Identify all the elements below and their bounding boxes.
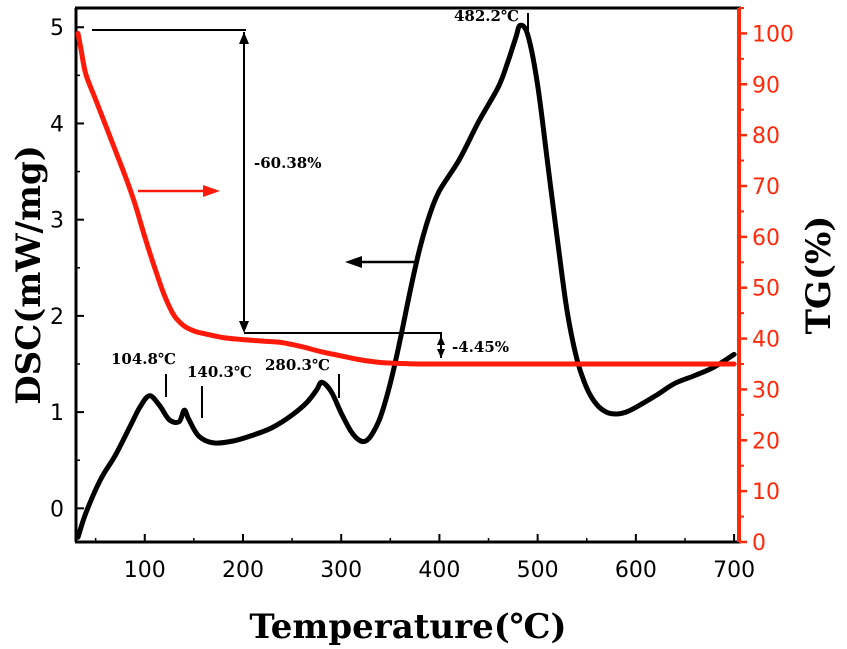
tg-series-line	[75, 30, 737, 367]
x-tick-label: 600	[615, 558, 657, 583]
left-tick-label: 4	[50, 112, 64, 137]
tg-axis-arrow-head	[203, 185, 220, 197]
right-tick-label: 90	[752, 73, 780, 98]
dsc-axis-arrow-head	[345, 256, 362, 268]
peak-label-482: 482.2℃	[454, 7, 519, 25]
right-tick-label: 100	[752, 22, 794, 47]
mass-loss-arrow-up	[239, 32, 249, 44]
right-tick-label: 60	[752, 226, 780, 251]
dsc-series-line	[75, 22, 737, 540]
right-tick-label: 30	[752, 378, 780, 403]
right-tick-label: 20	[752, 429, 780, 454]
right-tick-label: 10	[752, 480, 780, 505]
mass-loss-arrow-down	[239, 321, 249, 333]
right-tick-label: 0	[752, 531, 766, 556]
left-tick-label: 1	[50, 401, 64, 426]
left-tick-label: 0	[50, 497, 64, 522]
x-tick-label: 500	[517, 558, 559, 583]
left-tick-label: 3	[50, 209, 64, 234]
right-axis-ticks: 0 10 20 30 40 50 60 70 80 90 100	[739, 7, 794, 556]
left-tick-label: 5	[50, 16, 64, 41]
x-axis-title: Temperature(℃)	[249, 607, 566, 647]
left-y-axis-title: DSC(mW/mg)	[9, 145, 49, 405]
right-tick-label: 80	[752, 124, 780, 149]
peak-label-104: 104.8℃	[111, 350, 176, 368]
peak-label-280: 280.3℃	[265, 356, 330, 374]
x-tick-label: 100	[124, 558, 166, 583]
mass-loss-label-1: -60.38%	[254, 154, 321, 172]
right-y-axis-title: TG(%)	[799, 216, 839, 335]
peak-label-140: 140.3℃	[187, 363, 252, 381]
right-tick-label: 40	[752, 328, 780, 353]
left-tick-label: 2	[50, 305, 64, 330]
mass-loss-2-arrow-up	[437, 336, 445, 345]
mass-loss-label-2: -4.45%	[452, 338, 509, 356]
mass-loss-2-arrow-down	[437, 349, 445, 358]
left-axis-ticks: 0 1 2 3 4 5	[50, 16, 84, 522]
x-tick-label: 400	[418, 558, 460, 583]
right-tick-label: 50	[752, 277, 780, 302]
x-axis-ticks: 100 200 300 400 500 600 700	[94, 534, 755, 583]
x-tick-label: 300	[320, 558, 362, 583]
x-tick-label: 200	[222, 558, 264, 583]
right-tick-label: 70	[752, 175, 780, 200]
x-tick-label: 700	[713, 558, 755, 583]
